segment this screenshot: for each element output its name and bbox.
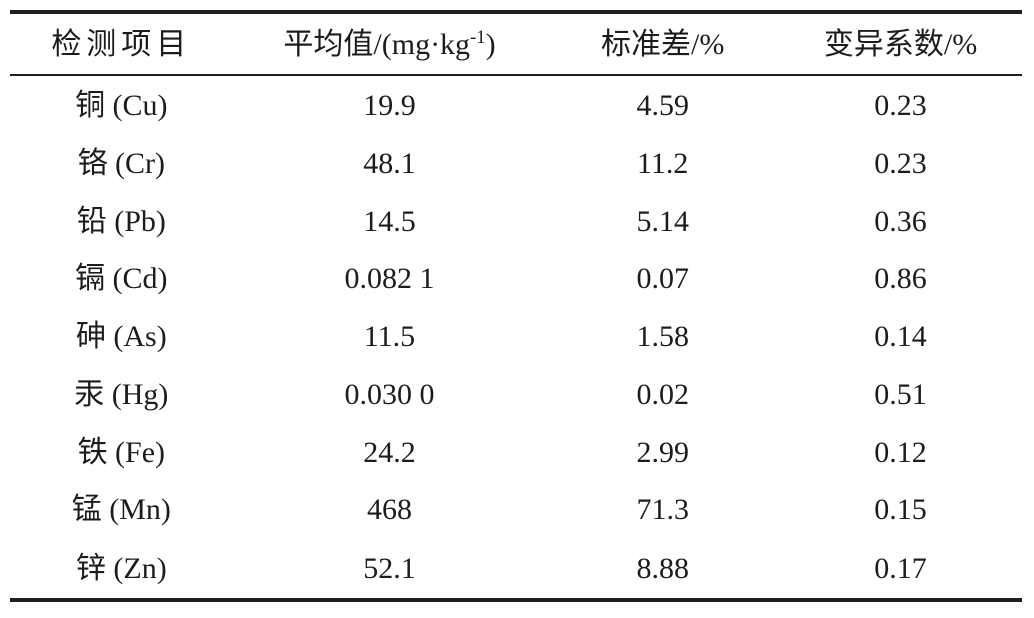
table-row-pb: 铅 (Pb) 14.5 5.14 0.36	[10, 192, 1022, 250]
cell-cv: 0.17	[874, 551, 927, 585]
cell-sd: 0.07	[636, 262, 689, 296]
cell-sd: 5.14	[636, 204, 689, 238]
table-row-hg: 汞 (Hg) 0.030 0 0.02 0.51	[10, 366, 1022, 424]
cell-item: 铅 (Pb)	[76, 204, 166, 238]
cell-mean: 0.082 1	[344, 262, 435, 296]
cell-mean: 52.1	[363, 551, 416, 585]
table-row-mn: 锰 (Mn) 468 71.3 0.15	[10, 481, 1022, 539]
cell-mean: 19.9	[363, 88, 416, 122]
cell-item: 铜 (Cu)	[75, 88, 168, 122]
table-row-as: 砷 (As) 11.5 1.58 0.14	[10, 308, 1022, 366]
table-row-cu: 铜 (Cu) 19.9 4.59 0.23	[10, 75, 1022, 135]
cell-cv: 0.14	[874, 320, 927, 354]
cell-sd: 0.02	[636, 377, 689, 411]
cell-item: 锌 (Zn)	[75, 551, 167, 585]
column-header-mean: 平均值/(mg·kg-1)	[233, 12, 547, 75]
cell-sd: 71.3	[636, 493, 689, 527]
cell-item: 砷 (As)	[75, 320, 167, 354]
cell-item: 镉 (Cd)	[75, 262, 168, 296]
cell-mean: 24.2	[363, 435, 416, 469]
column-header-cv: 变异系数/%	[823, 27, 978, 61]
cell-mean: 48.1	[363, 146, 416, 180]
cell-item: 锰 (Mn)	[71, 493, 171, 527]
cell-sd: 2.99	[636, 435, 689, 469]
measurement-table-container: 检测项目 平均值/(mg·kg-1) 标准差/% 变异系数/% 铜 (Cu) 1…	[10, 10, 1022, 602]
cell-cv: 0.15	[874, 493, 927, 527]
table-row-zn: 锌 (Zn) 52.1 8.88 0.17	[10, 539, 1022, 600]
mean-unit-suffix: )	[485, 27, 496, 61]
cell-cv: 0.36	[874, 204, 927, 238]
cell-cv: 0.12	[874, 435, 927, 469]
cell-mean: 0.030 0	[344, 377, 435, 411]
measurement-table: 检测项目 平均值/(mg·kg-1) 标准差/% 变异系数/% 铜 (Cu) 1…	[10, 10, 1022, 602]
cell-cv: 0.23	[874, 146, 927, 180]
cell-mean: 468	[366, 493, 412, 527]
cell-cv: 0.86	[874, 262, 927, 296]
cell-sd: 8.88	[636, 551, 689, 585]
cell-item: 铁 (Fe)	[77, 435, 166, 469]
cell-mean: 14.5	[363, 204, 416, 238]
table-header-row: 检测项目 平均值/(mg·kg-1) 标准差/% 变异系数/%	[10, 12, 1022, 75]
table-row-fe: 铁 (Fe) 24.2 2.99 0.12	[10, 423, 1022, 481]
column-header-sd: 标准差/%	[601, 27, 725, 61]
cell-sd: 1.58	[636, 320, 689, 354]
table-body: 铜 (Cu) 19.9 4.59 0.23 铬 (Cr) 48.1 11.2 0…	[10, 75, 1022, 600]
cell-cv: 0.51	[874, 377, 927, 411]
mean-unit-exponent: -1	[470, 26, 486, 48]
cell-item: 铬 (Cr)	[77, 146, 166, 180]
table-row-cd: 镉 (Cd) 0.082 1 0.07 0.86	[10, 250, 1022, 308]
cell-mean: 11.5	[363, 320, 416, 354]
cell-sd: 11.2	[637, 146, 689, 180]
table-row-cr: 铬 (Cr) 48.1 11.2 0.23	[10, 135, 1022, 193]
cell-item: 汞 (Hg)	[74, 377, 169, 411]
cell-cv: 0.23	[874, 88, 927, 122]
column-header-item: 检测项目	[51, 27, 192, 61]
cell-sd: 4.59	[636, 88, 689, 122]
mean-unit-prefix: 平均值/(mg·kg	[283, 27, 471, 61]
